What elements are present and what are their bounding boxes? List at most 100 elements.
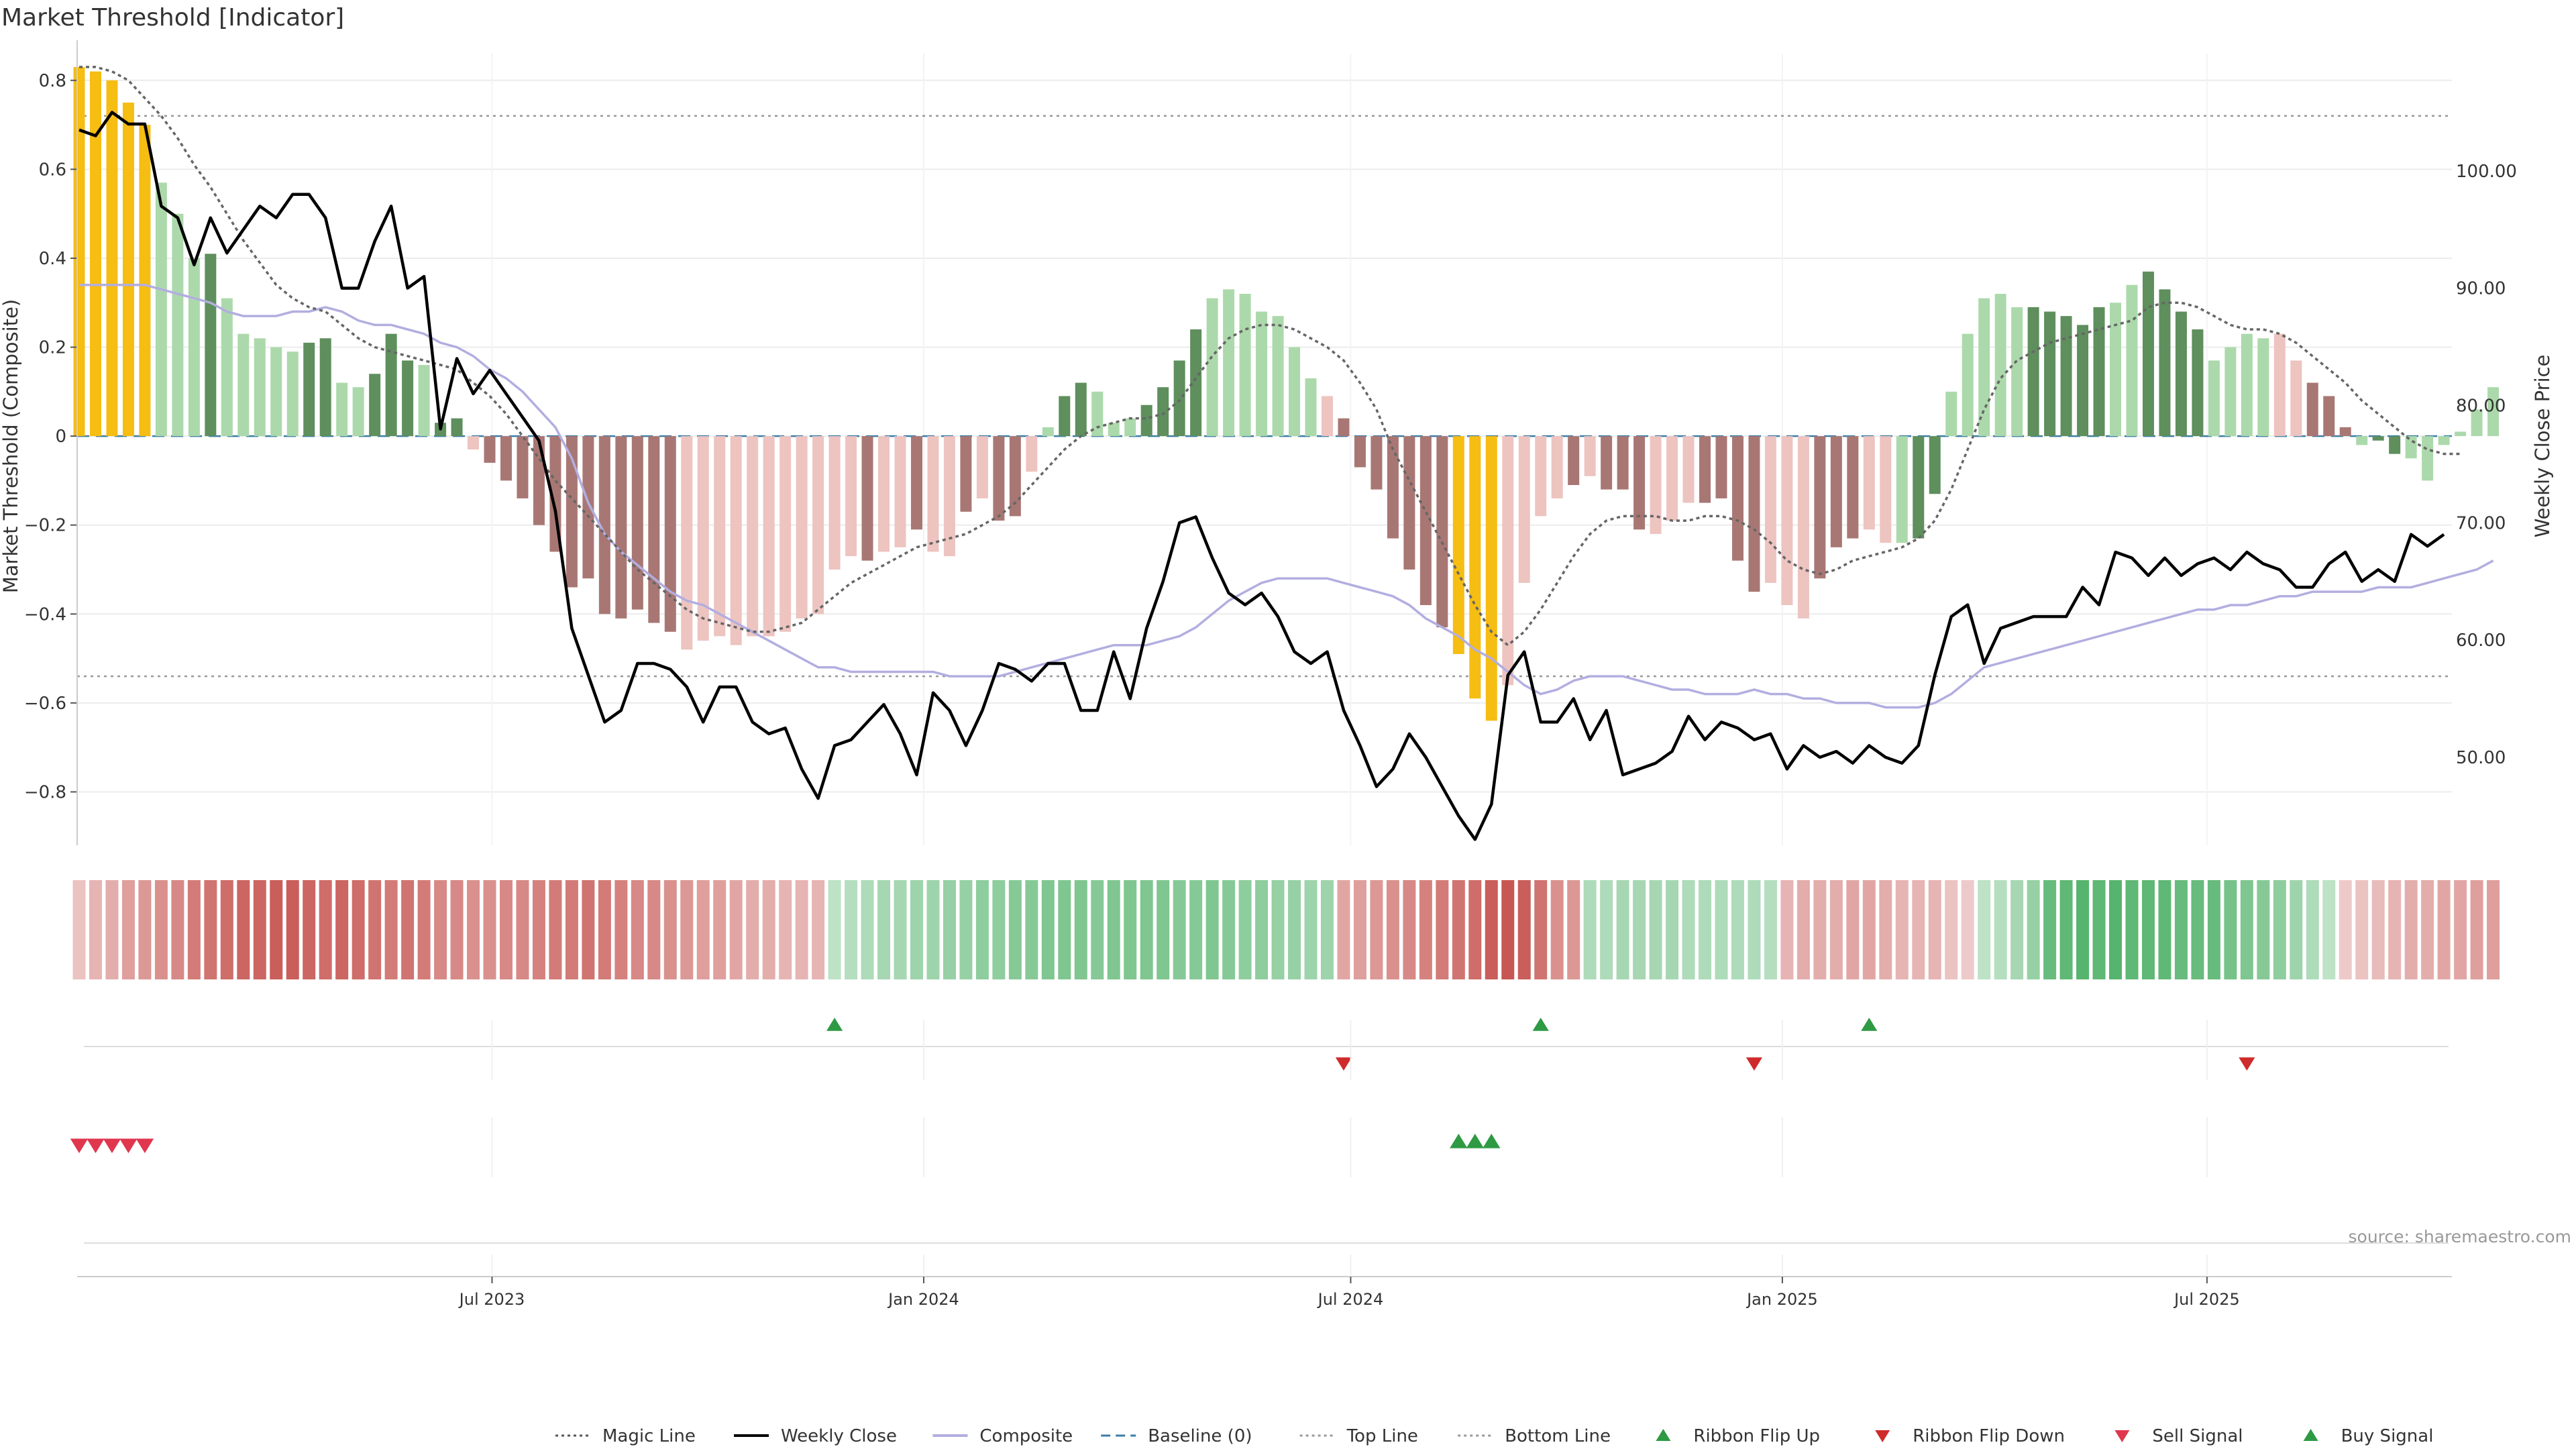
ribbon-cell <box>1058 880 1071 979</box>
ribbon-cell <box>154 880 168 979</box>
composite-bar <box>2044 311 2056 437</box>
composite-bar <box>1387 436 1399 539</box>
composite-bar <box>1338 418 1350 437</box>
composite-bar <box>697 436 709 641</box>
composite-bar <box>2339 427 2351 437</box>
ribbon-cell <box>1107 880 1120 979</box>
ribbon-cell <box>204 880 217 979</box>
composite-bar <box>139 125 151 437</box>
composite-bar <box>1731 436 1743 561</box>
composite-bar <box>221 298 233 437</box>
y-tick-label-right: 80.00 <box>2456 396 2506 416</box>
ribbon-cell <box>1961 880 1974 979</box>
legend-item: Weekly Close <box>734 1426 897 1446</box>
sell-signal-marker <box>119 1138 138 1153</box>
composite-bar <box>714 436 726 637</box>
composite-bar <box>2077 325 2089 437</box>
ribbon-cell <box>1731 880 1744 979</box>
ribbon-cell <box>845 880 858 979</box>
ribbon-cell <box>713 880 727 979</box>
ribbon-cell <box>680 880 694 979</box>
legend: Magic Line Weekly Close Composite Baseline … <box>555 1426 2433 1446</box>
ribbon-cell <box>2191 880 2204 979</box>
ribbon-cell <box>1485 880 1498 979</box>
legend-item: Ribbon Flip Down <box>1875 1426 2065 1446</box>
composite-bar <box>1584 436 1596 476</box>
ribbon-cell <box>1041 880 1055 979</box>
legend-item: Ribbon Flip Up <box>1656 1426 1820 1446</box>
ribbon-cell <box>2043 880 2057 979</box>
composite-line <box>79 283 2494 709</box>
ribbon-cell <box>2273 880 2286 979</box>
composite-bar <box>1256 311 1268 437</box>
trend-ribbon <box>72 880 2500 979</box>
ribbon-cell <box>1288 880 1301 979</box>
y-tick-label-left: 0.2 <box>39 338 66 358</box>
ribbon-cell <box>2487 880 2500 979</box>
ribbon-cell <box>1928 880 1941 979</box>
buy-signal-marker <box>1483 1134 1501 1148</box>
composite-bar <box>1863 436 1875 530</box>
composite-bar <box>812 436 824 614</box>
composite-bar <box>1830 436 1842 547</box>
composite-bar <box>484 436 496 463</box>
composite-bar <box>1945 391 1957 437</box>
ribbon-cell <box>417 880 431 979</box>
ribbon-cell <box>1829 880 1843 979</box>
composite-bar <box>1452 436 1464 654</box>
y-axis-right-label: Weekly Close Price <box>2531 355 2554 538</box>
main-gridlines <box>77 54 2452 845</box>
ribbon-cell <box>1189 880 1203 979</box>
composite-bar <box>2487 387 2500 437</box>
ribbon-cell <box>220 880 233 979</box>
composite-bar <box>270 347 282 437</box>
composite-bar <box>451 418 463 437</box>
y-tick-label-left: −0.2 <box>24 516 66 536</box>
composite-bar <box>582 436 594 579</box>
composite-bar <box>73 66 85 437</box>
ribbon-cell <box>2076 880 2090 979</box>
ribbon-cell <box>2371 880 2385 979</box>
ribbon-cell <box>1978 880 1991 979</box>
ribbon-cell <box>72 880 86 979</box>
magic-line <box>79 66 2461 647</box>
composite-bar <box>2093 307 2105 437</box>
composite-bar <box>2257 338 2269 437</box>
ribbon-cell <box>959 880 973 979</box>
ribbon-cell <box>1205 880 1219 979</box>
legend-label: Top Line <box>1346 1426 1418 1446</box>
ribbon-flip-up-marker <box>826 1018 843 1031</box>
composite-bar <box>2273 333 2286 437</box>
ribbon-cell <box>2454 880 2467 979</box>
composite-bar <box>894 436 906 547</box>
composite-bar <box>286 352 299 437</box>
ribbon-cell <box>1008 880 1022 979</box>
composite-bar <box>1518 436 1530 583</box>
ribbon-cell <box>1157 880 1170 979</box>
composite-bar <box>1436 436 1448 628</box>
composite-bar <box>2011 307 2023 437</box>
ribbon-flip-up-marker <box>1532 1018 1549 1031</box>
ribbon-cell <box>1895 880 1909 979</box>
composite-bar <box>1223 289 1235 437</box>
ribbon-cell <box>434 880 447 979</box>
ribbon-cell <box>1403 880 1416 979</box>
legend-item: Top Line <box>1299 1426 1418 1446</box>
x-tick-label: Jul 2025 <box>2173 1290 2240 1309</box>
y-tick-label-left: −0.8 <box>24 782 66 802</box>
composite-bar <box>598 436 610 614</box>
composite-bar <box>1896 436 1908 543</box>
x-tick-label: Jul 2023 <box>458 1290 525 1309</box>
composite-bar <box>1157 387 1169 437</box>
composite-bar <box>943 436 955 557</box>
ribbon-cell <box>384 880 398 979</box>
composite-bar <box>336 382 348 437</box>
y-tick-label-left: 0 <box>55 427 66 447</box>
composite-bar <box>1814 436 1826 579</box>
composite-bar <box>122 102 134 437</box>
ribbon-cell <box>582 880 595 979</box>
ribbon-cell <box>270 880 283 979</box>
legend-label: Buy Signal <box>2341 1426 2434 1446</box>
composite-bar <box>303 342 315 437</box>
composite-bar <box>960 436 972 512</box>
